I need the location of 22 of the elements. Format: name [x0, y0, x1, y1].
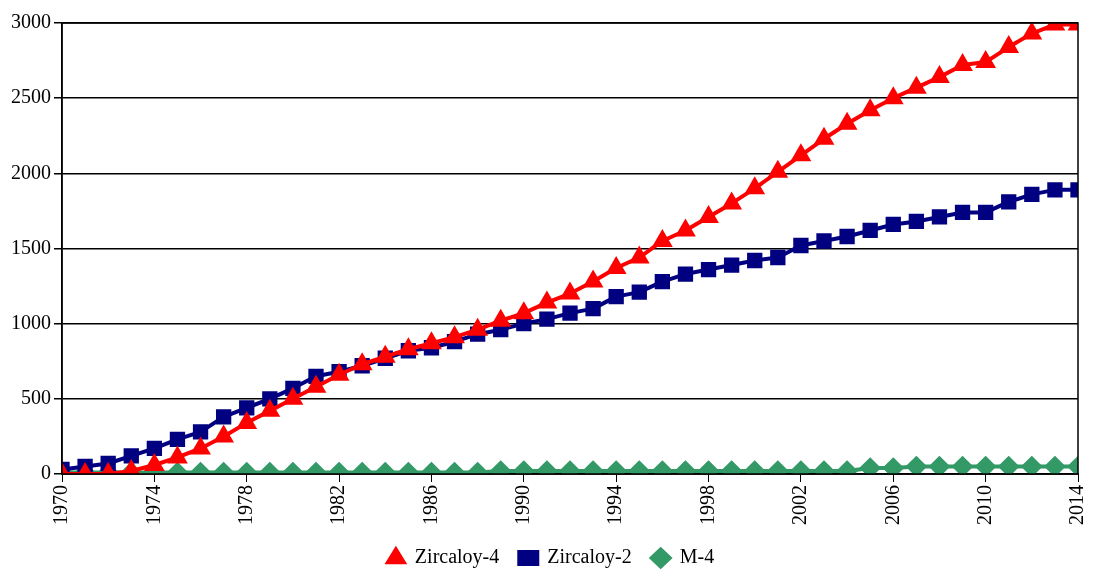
- y-tick-label: 0: [41, 461, 51, 484]
- legend-label: Zircaloy-4: [414, 545, 500, 569]
- x-tick-label: 2002: [788, 485, 811, 525]
- x-tick-label: 1982: [326, 485, 349, 525]
- x-tick-label: 1978: [233, 485, 256, 525]
- x-tick-label: 1994: [603, 485, 626, 525]
- x-tick-label: 2014: [1065, 485, 1088, 525]
- legend-label: M-4: [679, 545, 715, 568]
- x-tick-label: 1974: [141, 485, 164, 525]
- x-tick-label: 2006: [880, 485, 903, 525]
- y-tick-label: 1500: [11, 235, 51, 258]
- y-tick-label: 2500: [11, 85, 51, 108]
- y-tick-label: 1000: [11, 310, 51, 333]
- x-tick-label: 1970: [49, 485, 72, 525]
- y-tick-label: 500: [21, 386, 51, 409]
- y-tick-label: 3000: [11, 10, 51, 33]
- x-tick-label: 1998: [695, 485, 718, 525]
- legend-label: Zircaloy-2: [547, 545, 632, 569]
- y-tick-label: 2000: [11, 160, 51, 183]
- x-tick-label: 2010: [972, 485, 995, 525]
- x-tick-label: 1986: [418, 485, 441, 525]
- x-tick-label: 1990: [511, 485, 534, 525]
